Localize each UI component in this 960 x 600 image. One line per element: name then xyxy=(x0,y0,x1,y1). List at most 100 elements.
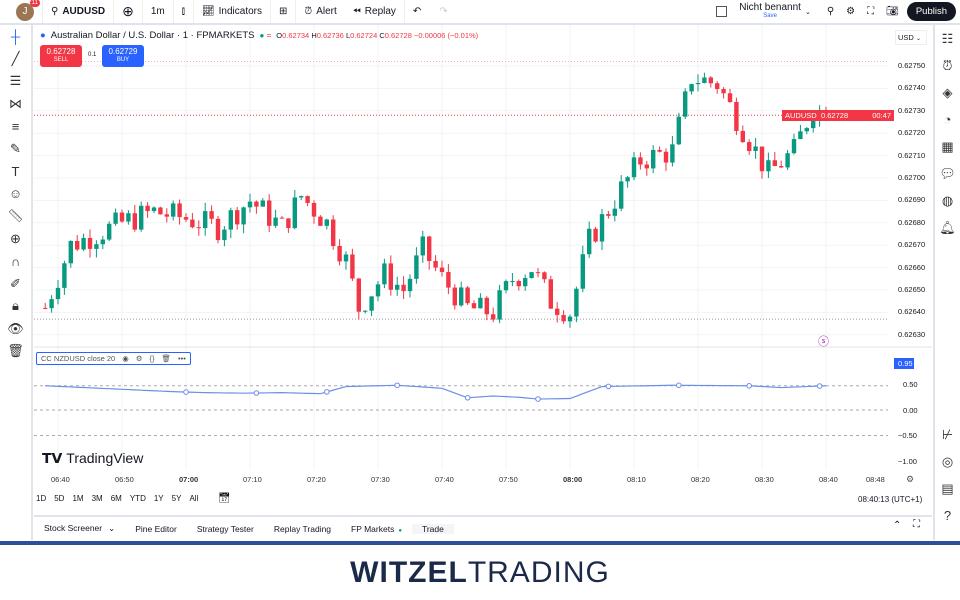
tab-stock-screener[interactable]: Stock Screener ⌄ xyxy=(34,523,125,534)
symbol-search[interactable]: ⚲ AUDUSD xyxy=(43,0,115,23)
range-bar: 1D 5D 1M 3M 6M YTD 1Y 5Y All xyxy=(36,494,198,503)
candle-body xyxy=(663,151,669,163)
candle-body xyxy=(811,118,816,129)
more-icon[interactable]: ••• xyxy=(178,354,186,363)
candle-body xyxy=(708,77,713,84)
brush-icon[interactable]: ✎ xyxy=(10,140,21,156)
help-icon[interactable]: ? xyxy=(943,508,952,523)
calendar-icon[interactable]: ▦ xyxy=(941,138,954,154)
range-all[interactable]: All xyxy=(189,494,199,503)
alert-label: Alert xyxy=(316,6,337,17)
candle-body xyxy=(228,210,233,230)
undo-icon[interactable]: ↶ xyxy=(412,6,422,17)
bell-icon[interactable]: 🔔︎ xyxy=(939,219,956,235)
tab-label: Replay Trading xyxy=(273,523,332,534)
range-3m[interactable]: 3M xyxy=(91,494,103,503)
sell-button[interactable]: 0.62728 SELL xyxy=(40,45,82,67)
range-1d[interactable]: 1D xyxy=(36,494,47,503)
delete-icon[interactable]: 🗑︎ xyxy=(161,354,172,363)
target-icon[interactable]: ◎ xyxy=(941,453,954,469)
publish-button[interactable]: Publish xyxy=(906,2,956,21)
price-tick: 0.62700 xyxy=(898,173,926,182)
ideas-icon[interactable]: ◍ xyxy=(941,192,954,208)
magnet-icon[interactable]: ∩ xyxy=(10,253,21,269)
collapse-icon[interactable]: ⌃ xyxy=(893,520,902,531)
alarm-clock-icon[interactable]: ⏰︎ xyxy=(942,57,953,73)
candle-body xyxy=(158,207,163,215)
watchlist-icon[interactable]: ☷ xyxy=(941,30,954,46)
tab-fp-markets[interactable]: FP Markets ● xyxy=(341,524,412,534)
chart-canvas[interactable] xyxy=(34,25,932,493)
text-icon[interactable]: T xyxy=(11,163,20,179)
candle-body xyxy=(644,164,649,169)
currency-select[interactable]: USD ⌄ xyxy=(895,30,927,45)
indicators-button[interactable]: 📈︎ Indicators xyxy=(194,0,272,23)
maximize-icon[interactable]: ⛶ xyxy=(913,519,920,530)
settings-icon[interactable]: ⚙ xyxy=(846,6,856,17)
chevron-down-icon[interactable]: ⌄ xyxy=(804,8,811,16)
replay-button[interactable]: ⏪︎ Replay xyxy=(345,0,405,23)
tab-pine-editor[interactable]: Pine Editor xyxy=(125,524,187,534)
tab-replay-trading[interactable]: Replay Trading xyxy=(264,524,341,534)
candle-body xyxy=(759,146,765,172)
fullscreen-icon[interactable]: ⛶ xyxy=(867,6,875,17)
candle-body xyxy=(657,149,662,152)
lock-icon[interactable]: 🔒︎ xyxy=(12,298,19,314)
axis-settings-icon[interactable]: ⚙ xyxy=(906,474,915,484)
range-5y[interactable]: 5Y xyxy=(171,494,182,503)
range-1y[interactable]: 1Y xyxy=(153,494,164,503)
candle-body xyxy=(516,281,521,287)
candle-body xyxy=(625,177,630,182)
goto-date-icon[interactable]: 📅︎ xyxy=(218,493,231,504)
interval-button[interactable]: 1m xyxy=(143,0,174,23)
fib-icon[interactable]: ≡ xyxy=(11,118,20,134)
indicator-label: CC NZDUSD close 20 xyxy=(41,354,116,363)
settings-icon[interactable]: ⚙ xyxy=(135,354,143,363)
candles-icon[interactable]: ⫾ xyxy=(181,6,185,17)
range-1m[interactable]: 1M xyxy=(72,494,84,503)
indicator-legend[interactable]: CC NZDUSD close 20 ◉ ⚙ {} 🗑︎ ••• xyxy=(36,352,191,365)
candle-body xyxy=(676,116,681,145)
quick-search-icon[interactable]: ⚲ xyxy=(826,6,835,17)
candle-body xyxy=(779,166,784,168)
time-tick: 07:10 xyxy=(243,475,262,484)
tradingview-logo-icon: 𝗧𝗩 xyxy=(42,450,63,466)
tab-trade[interactable]: Trade xyxy=(411,523,454,534)
lightning-icon[interactable]: ⓢ xyxy=(818,336,829,348)
candle-body xyxy=(356,278,361,312)
layout-checkbox-icon[interactable] xyxy=(716,6,728,17)
camera-icon[interactable]: 📷︎ xyxy=(886,6,899,17)
eye-icon[interactable]: ◉ xyxy=(122,354,129,363)
calendar2-icon[interactable]: ▤ xyxy=(941,480,954,496)
candle-body xyxy=(43,307,48,309)
crosshair-icon[interactable]: ┼ xyxy=(10,28,21,44)
avatar[interactable]: J 11 xyxy=(16,0,40,21)
range-ytd[interactable]: YTD xyxy=(129,494,146,503)
eye-icon[interactable]: 👁︎ xyxy=(7,320,24,336)
hotlist-icon[interactable]: ◔ xyxy=(943,112,952,127)
layouts-icon[interactable]: ⊞ xyxy=(279,6,288,17)
candle-body xyxy=(126,213,131,222)
chat-icon[interactable]: 💬︎ xyxy=(939,165,956,181)
trash-icon[interactable]: 🗑︎ xyxy=(7,343,24,359)
ruler-icon[interactable]: 📏︎ xyxy=(7,208,24,224)
alert-button[interactable]: ⏰︎ Alert xyxy=(296,0,344,23)
range-6m[interactable]: 6M xyxy=(110,494,122,503)
horizontal-lines-icon[interactable]: ☰ xyxy=(9,73,22,89)
chevron-down-icon[interactable]: ⌄ xyxy=(108,523,116,533)
add-symbol-icon[interactable]: ⊕ xyxy=(122,3,134,19)
layers-icon[interactable]: ◈ xyxy=(942,84,953,100)
pattern-icon[interactable]: ⋈ xyxy=(9,95,22,111)
lock-drawing-icon[interactable]: ✐ xyxy=(10,275,21,291)
layout-name-button[interactable]: Nicht benannt Save xyxy=(739,2,801,21)
source-code-icon[interactable]: {} xyxy=(149,354,155,363)
buy-button[interactable]: 0.62729 BUY xyxy=(102,45,144,67)
pine-icon[interactable]: ⊬ xyxy=(941,426,954,442)
emoji-icon[interactable]: ☺ xyxy=(8,186,23,202)
candle-body xyxy=(427,236,432,261)
tab-strategy-tester[interactable]: Strategy Tester xyxy=(187,524,264,534)
zoom-in-icon[interactable]: ⊕ xyxy=(10,230,21,246)
range-5d[interactable]: 5D xyxy=(54,494,65,503)
redo-icon[interactable]: ↷ xyxy=(439,6,448,17)
trend-line-icon[interactable]: ╱ xyxy=(11,50,20,66)
